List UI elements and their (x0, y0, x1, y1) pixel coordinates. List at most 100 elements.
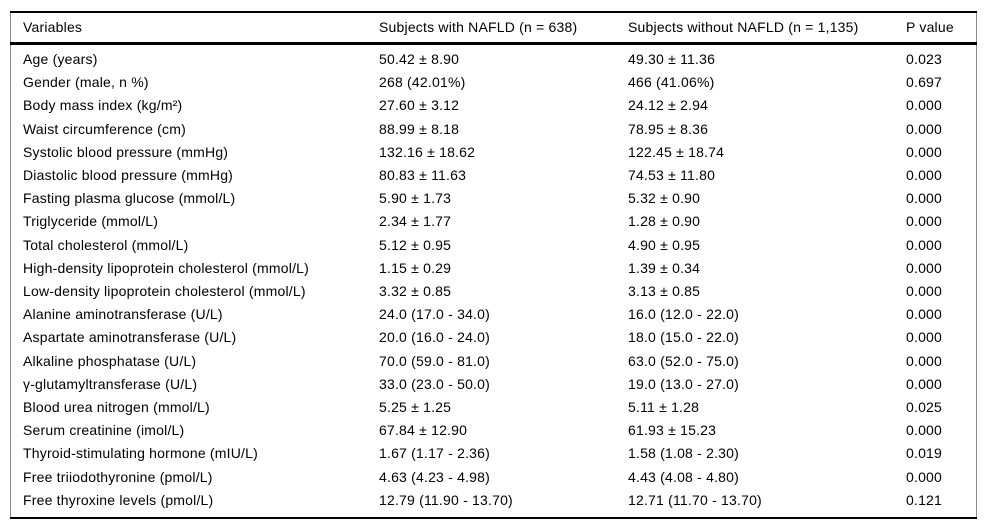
cell-p-value: 0.000 (906, 143, 943, 160)
cell-variable: Total cholesterol (mmol/L) (23, 236, 189, 253)
cell-nafld-value: 5.12 ± 0.95 (379, 236, 452, 253)
cell-nafld-value: 3.32 ± 0.85 (379, 283, 452, 300)
cell-control-value: 122.45 ± 18.74 (628, 143, 725, 160)
cell-variable: Low-density lipoprotein cholesterol (mmo… (23, 283, 306, 300)
cell-control-value: 4.43 (4.08 - 4.80) (628, 468, 739, 485)
table-row: γ-glutamyltransferase (U/L) 33.0 (23.0 - … (11, 373, 977, 396)
cell-variable: Body mass index (kg/m²) (23, 97, 183, 114)
table-row: Age (years) 50.42 ± 8.90 49.30 ± 11.36 0.02… (11, 44, 977, 72)
cell-p-value: 0.000 (906, 97, 943, 114)
column-header-p-value: P value (906, 12, 977, 45)
cell-p-value: 0.023 (906, 51, 943, 67)
cell-nafld-value: 5.25 ± 1.25 (379, 399, 452, 416)
column-header-nafld-group: Subjects with NAFLD (n = 638) (379, 12, 628, 45)
cell-nafld-value: 70.0 (59.0 - 81.0) (379, 352, 490, 369)
cell-nafld-value: 27.60 ± 3.12 (379, 97, 460, 114)
cell-nafld-value: 33.0 (23.0 - 50.0) (379, 375, 490, 392)
cell-nafld-value: 1.15 ± 0.29 (379, 259, 452, 276)
cell-control-value: 63.0 (52.0 - 75.0) (628, 352, 739, 369)
cell-variable: Fasting plasma glucose (mmol/L) (23, 190, 236, 207)
cell-nafld-value: 2.34 ± 1.77 (379, 213, 452, 230)
cell-nafld-value: 1.67 (1.17 - 2.36) (379, 445, 490, 462)
table-row: Alanine aminotransferase (U/L) 24.0 (17.0… (11, 303, 977, 326)
cell-variable: High-density lipoprotein cholesterol (mm… (23, 259, 310, 276)
table-row: Aspartate aminotransferase (U/L) 20.0 (16… (11, 326, 977, 349)
cell-variable: Diastolic blood pressure (mmHg) (23, 167, 234, 184)
cell-variable: Aspartate aminotransferase (U/L) (23, 329, 237, 346)
cell-variable: Free triiodothyronine (pmol/L) (23, 468, 213, 485)
table-row: Fasting plasma glucose (mmol/L) 5.90 ± 1.… (11, 187, 977, 210)
cell-nafld-value: 268 (42.01%) (379, 74, 466, 91)
table-row: Body mass index (kg/m²) 27.60 ± 3.12 24.12… (11, 94, 977, 117)
table-row: Systolic blood pressure (mmHg) 132.16 ± 1… (11, 141, 977, 164)
table-row: Gender (male, n %) 268 (42.01%) 466 (41.06… (11, 71, 977, 94)
table-row: Diastolic blood pressure (mmHg) 80.83 ± 1… (11, 164, 977, 187)
table-row: Blood urea nitrogen (mmol/L) 5.25 ± 1.25 5… (11, 396, 977, 419)
cell-variable: γ-glutamyltransferase (U/L) (23, 375, 198, 392)
cell-variable: Triglyceride (mmol/L) (23, 213, 159, 230)
cell-variable: Thyroid-stimulating hormone (mIU/L) (23, 445, 258, 462)
cell-p-value: 0.000 (906, 167, 943, 184)
cell-control-value: 3.13 ± 0.85 (628, 283, 701, 300)
cell-control-value: 5.32 ± 0.90 (628, 190, 701, 207)
table-row: Triglyceride (mmol/L) 2.34 ± 1.77 1.28 ± 0… (11, 210, 977, 233)
cell-nafld-value: 132.16 ± 18.62 (379, 143, 476, 160)
table-row: Free triiodothyronine (pmol/L) 4.63 (4.23… (11, 466, 977, 489)
column-header-control-group: Subjects without NAFLD (n = 1,135) (628, 12, 906, 45)
cell-control-value: 16.0 (12.0 - 22.0) (628, 306, 739, 323)
cell-control-value: 78.95 ± 8.36 (628, 120, 709, 137)
cell-nafld-value: 4.63 (4.23 - 4.98) (379, 468, 490, 485)
nafld-comparison-table: Variables Subjects with NAFLD (n = 638) … (10, 11, 977, 520)
cell-control-value: 12.71 (11.70 - 13.70) (628, 491, 762, 508)
table-body: Age (years) 50.42 ± 8.90 49.30 ± 11.36 0.02… (11, 44, 977, 519)
cell-variable: Age (years) (23, 51, 98, 67)
cell-p-value: 0.000 (906, 422, 943, 439)
cell-nafld-value: 24.0 (17.0 - 34.0) (379, 306, 490, 323)
table-row: Free thyroxine levels (pmol/L) 12.79 (11.… (11, 489, 977, 518)
cell-p-value: 0.000 (906, 306, 943, 323)
table-row: Waist circumference (cm) 88.99 ± 8.18 78.9… (11, 118, 977, 141)
cell-control-value: 61.93 ± 15.23 (628, 422, 717, 439)
cell-p-value: 0.000 (906, 352, 943, 369)
cell-nafld-value: 12.79 (11.90 - 13.70) (379, 491, 513, 508)
cell-nafld-value: 50.42 ± 8.90 (379, 51, 460, 67)
cell-control-value: 74.53 ± 11.80 (628, 167, 716, 184)
cell-control-value: 1.39 ± 0.34 (628, 259, 701, 276)
cell-p-value: 0.121 (906, 491, 943, 508)
cell-p-value: 0.000 (906, 375, 943, 392)
cell-control-value: 24.12 ± 2.94 (628, 97, 709, 114)
cell-variable: Gender (male, n %) (23, 74, 149, 91)
cell-p-value: 0.697 (906, 74, 943, 91)
cell-control-value: 49.30 ± 11.36 (628, 51, 716, 67)
cell-p-value: 0.000 (906, 329, 943, 346)
cell-variable: Serum creatinine (imol/L) (23, 422, 185, 439)
page: Variables Subjects with NAFLD (n = 638) … (10, 11, 977, 520)
cell-control-value: 19.0 (13.0 - 27.0) (628, 375, 739, 392)
cell-variable: Alkaline phosphatase (U/L) (23, 352, 197, 369)
cell-control-value: 18.0 (15.0 - 22.0) (628, 329, 739, 346)
cell-variable: Alanine aminotransferase (U/L) (23, 306, 223, 323)
table-row: Serum creatinine (imol/L) 67.84 ± 12.90 61… (11, 419, 977, 442)
cell-control-value: 4.90 ± 0.95 (628, 236, 701, 253)
cell-variable: Free thyroxine levels (pmol/L) (23, 491, 214, 508)
cell-nafld-value: 67.84 ± 12.90 (379, 422, 468, 439)
cell-variable: Blood urea nitrogen (mmol/L) (23, 399, 210, 416)
cell-p-value: 0.000 (906, 259, 943, 276)
table-row: Total cholesterol (mmol/L) 5.12 ± 0.95 4.9… (11, 234, 977, 257)
cell-nafld-value: 80.83 ± 11.63 (379, 167, 467, 184)
cell-control-value: 1.58 (1.08 - 2.30) (628, 445, 739, 462)
cell-p-value: 0.000 (906, 468, 943, 485)
cell-control-value: 466 (41.06%) (628, 74, 715, 91)
table-row: Low-density lipoprotein cholesterol (mmo… (11, 280, 977, 303)
table-row: Alkaline phosphatase (U/L) 70.0 (59.0 - 8… (11, 350, 977, 373)
cell-p-value: 0.000 (906, 283, 943, 300)
column-header-variables: Variables (10, 12, 379, 45)
cell-nafld-value: 5.90 ± 1.73 (379, 190, 452, 207)
cell-control-value: 5.11 ± 1.28 (628, 399, 700, 416)
table-row: Thyroid-stimulating hormone (mIU/L) 1.67 … (11, 442, 977, 465)
cell-p-value: 0.000 (906, 190, 943, 207)
table-row: High-density lipoprotein cholesterol (mm… (11, 257, 977, 280)
table-header: Variables Subjects with NAFLD (n = 638) … (10, 12, 977, 45)
cell-p-value: 0.019 (906, 445, 943, 462)
cell-variable: Systolic blood pressure (mmHg) (23, 143, 229, 160)
